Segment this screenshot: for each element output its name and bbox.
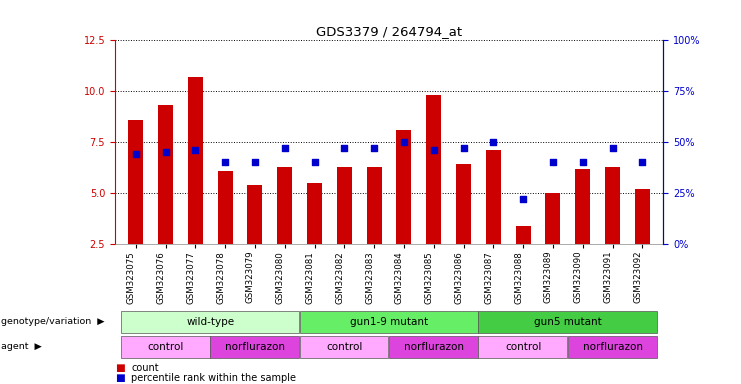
- Point: [279, 145, 290, 151]
- Title: GDS3379 / 264794_at: GDS3379 / 264794_at: [316, 25, 462, 38]
- Bar: [635, 189, 650, 244]
- Text: ■: ■: [115, 373, 124, 383]
- Point: [190, 147, 202, 153]
- Bar: [456, 164, 471, 244]
- Text: agent  ▶: agent ▶: [1, 342, 42, 351]
- Point: [576, 159, 588, 166]
- Bar: [307, 183, 322, 244]
- Bar: [337, 167, 352, 244]
- Point: [219, 159, 231, 166]
- Bar: [545, 193, 560, 244]
- Text: wild-type: wild-type: [186, 316, 234, 327]
- Point: [308, 159, 320, 166]
- Point: [547, 159, 559, 166]
- Point: [458, 145, 470, 151]
- Point: [398, 139, 410, 145]
- Text: norflurazon: norflurazon: [582, 341, 642, 352]
- Bar: [568, 336, 657, 358]
- Text: percentile rank within the sample: percentile rank within the sample: [131, 373, 296, 383]
- Bar: [479, 336, 568, 358]
- Bar: [367, 167, 382, 244]
- Bar: [128, 120, 143, 244]
- Point: [517, 196, 529, 202]
- Point: [339, 145, 350, 151]
- Bar: [188, 77, 203, 244]
- Bar: [158, 106, 173, 244]
- Bar: [277, 167, 292, 244]
- Bar: [486, 150, 501, 244]
- Bar: [299, 336, 388, 358]
- Point: [488, 139, 499, 145]
- Bar: [210, 336, 299, 358]
- Text: genotype/variation  ▶: genotype/variation ▶: [1, 317, 105, 326]
- Text: norflurazon: norflurazon: [225, 341, 285, 352]
- Text: gun5 mutant: gun5 mutant: [534, 316, 602, 327]
- Text: count: count: [131, 363, 159, 373]
- Bar: [575, 169, 590, 244]
- Bar: [121, 311, 299, 333]
- Point: [428, 147, 439, 153]
- Text: control: control: [147, 341, 184, 352]
- Bar: [426, 95, 441, 244]
- Bar: [299, 311, 478, 333]
- Text: gun1-9 mutant: gun1-9 mutant: [350, 316, 428, 327]
- Bar: [218, 170, 233, 244]
- Text: control: control: [326, 341, 362, 352]
- Point: [249, 159, 261, 166]
- Point: [637, 159, 648, 166]
- Text: control: control: [505, 341, 542, 352]
- Bar: [121, 336, 210, 358]
- Text: norflurazon: norflurazon: [404, 341, 464, 352]
- Bar: [396, 130, 411, 244]
- Bar: [516, 225, 531, 244]
- Point: [368, 145, 380, 151]
- Point: [130, 151, 142, 157]
- Text: ■: ■: [115, 363, 124, 373]
- Bar: [247, 185, 262, 244]
- Point: [607, 145, 619, 151]
- Bar: [389, 336, 478, 358]
- Point: [159, 149, 171, 155]
- Bar: [605, 167, 620, 244]
- Bar: [479, 311, 657, 333]
